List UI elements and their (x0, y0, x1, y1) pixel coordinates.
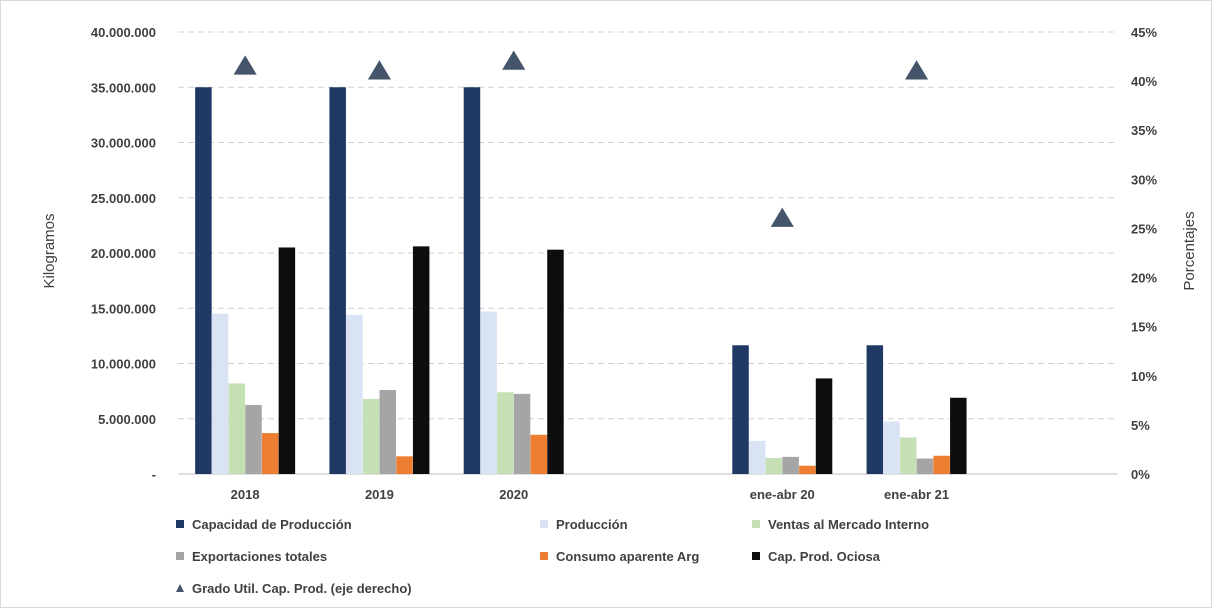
bar (513, 393, 531, 474)
bar (799, 465, 816, 474)
left-axis-ticks: - 5.000.000 10.000.000 15.000.000 20.000.000… (91, 25, 156, 482)
y-tick-label: 40.000.000 (91, 25, 156, 40)
bars (195, 87, 967, 474)
y2-tick-label: 25% (1131, 221, 1157, 236)
y2-tick-label: 45% (1131, 25, 1157, 40)
legend-label: Grado Util. Cap. Prod. (eje derecho) (192, 581, 412, 596)
y2-tick-label: 40% (1131, 74, 1157, 89)
bar (278, 247, 296, 474)
bar (261, 433, 279, 474)
legend-marker (752, 520, 760, 528)
triangle-markers (233, 50, 929, 227)
x-tick-label: 2019 (365, 487, 394, 502)
y2-tick-label: 35% (1131, 123, 1157, 138)
y2-tick-label: 0% (1131, 467, 1150, 482)
bar (530, 434, 548, 474)
bar (463, 87, 481, 474)
triangle-marker (770, 207, 794, 227)
bar (782, 456, 799, 474)
gridlines (178, 31, 1118, 475)
bar (497, 392, 514, 474)
legend-marker (176, 520, 184, 528)
x-tick-label: ene-abr 21 (884, 487, 949, 502)
legend-marker (540, 520, 548, 528)
triangle-marker (502, 50, 526, 70)
bar (329, 87, 346, 474)
bar (228, 383, 246, 474)
legend-label: Producción (556, 517, 628, 532)
legend: Capacidad de Producción Producción Ventas … (176, 517, 929, 596)
bar (732, 345, 749, 474)
bar (211, 313, 229, 474)
y-tick-label: 10.000.000 (91, 357, 156, 372)
bar (815, 378, 833, 474)
bar (933, 455, 950, 474)
y-tick-label: 25.000.000 (91, 191, 156, 206)
right-axis-ticks: 0% 5% 10% 15% 20% 25% 30% 35% 40% 45% (1131, 25, 1157, 482)
y-tick-label: 30.000.000 (91, 136, 156, 151)
triangle-marker (367, 60, 391, 80)
x-tick-label: 2018 (231, 487, 260, 502)
y2-tick-label: 15% (1131, 320, 1157, 335)
y2-tick-label: 10% (1131, 369, 1157, 384)
bar (396, 456, 413, 474)
bar (916, 458, 934, 474)
left-axis-title: Kilogramos (41, 213, 58, 288)
bar (899, 437, 917, 474)
triangle-marker (905, 60, 929, 80)
y-tick-label: 5.000.000 (98, 412, 156, 427)
legend-marker (540, 552, 548, 560)
bar (547, 249, 564, 474)
y-tick-label: 35.000.000 (91, 80, 156, 95)
legend-marker (752, 552, 760, 560)
y-tick-label: 15.000.000 (91, 301, 156, 316)
category-labels: 2018 2019 2020 ene-abr 20 ene-abr 21 (231, 487, 949, 502)
bar (362, 398, 380, 474)
bar (412, 246, 430, 474)
y2-tick-label: 5% (1131, 418, 1150, 433)
y-tick-label: 20.000.000 (91, 246, 156, 261)
y2-tick-label: 20% (1131, 271, 1157, 286)
bar (346, 314, 363, 474)
bar (748, 440, 766, 474)
bar (245, 404, 262, 474)
legend-label: Capacidad de Producción (192, 517, 352, 532)
bar (866, 345, 884, 474)
legend-label: Consumo aparente Arg (556, 549, 699, 564)
legend-label: Exportaciones totales (192, 549, 327, 564)
bar (765, 457, 783, 474)
bar (950, 397, 967, 474)
x-tick-label: 2020 (499, 487, 528, 502)
legend-marker (176, 584, 184, 592)
triangle-marker (233, 55, 257, 75)
y2-tick-label: 30% (1131, 172, 1157, 187)
bar (195, 87, 212, 474)
legend-marker (176, 552, 184, 560)
bar (480, 311, 497, 474)
y-tick-label: - (152, 467, 156, 482)
x-tick-label: ene-abr 20 (750, 487, 815, 502)
legend-label: Cap. Prod. Ociosa (768, 549, 881, 564)
right-axis-title: Porcentajes (1181, 211, 1198, 290)
bar (379, 390, 397, 474)
legend-label: Ventas al Mercado Interno (768, 517, 929, 532)
bar (883, 421, 900, 474)
